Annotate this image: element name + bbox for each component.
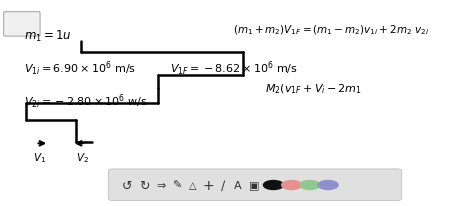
Text: ↻: ↻ xyxy=(139,179,150,192)
Circle shape xyxy=(300,181,320,190)
Text: $V_1$: $V_1$ xyxy=(33,150,46,164)
Text: ∕: ∕ xyxy=(221,179,226,192)
Text: △: △ xyxy=(189,180,196,190)
Text: $V_{1F}=-8.62\times10^6$ m/s: $V_{1F}=-8.62\times10^6$ m/s xyxy=(170,59,298,78)
Text: $V_2$: $V_2$ xyxy=(76,150,89,164)
Text: ▣: ▣ xyxy=(249,180,259,190)
FancyBboxPatch shape xyxy=(108,169,402,201)
Text: ↺: ↺ xyxy=(121,179,132,192)
Text: ⇒: ⇒ xyxy=(156,180,165,190)
Text: $V_{1i}= 6.90\times10^6$ m/s: $V_{1i}= 6.90\times10^6$ m/s xyxy=(24,59,136,78)
Circle shape xyxy=(264,181,283,190)
Circle shape xyxy=(318,181,338,190)
Text: $(m_1+m_2)V_{1F}=(m_1-m_2)v_{1i}+2m_2\ v_{2i}$: $(m_1+m_2)V_{1F}=(m_1-m_2)v_{1i}+2m_2\ v… xyxy=(233,23,429,37)
Text: $V_{2i}=-2.80\times10^6$ w/s: $V_{2i}=-2.80\times10^6$ w/s xyxy=(24,92,148,110)
Text: $m_1 = 1u$: $m_1 = 1u$ xyxy=(24,28,72,43)
FancyBboxPatch shape xyxy=(4,13,40,37)
Text: ✎: ✎ xyxy=(172,180,181,190)
Circle shape xyxy=(282,181,301,190)
Text: $M_2(v_{1F}+V_i-2m_1$: $M_2(v_{1F}+V_i-2m_1$ xyxy=(265,82,362,96)
Text: A: A xyxy=(234,180,242,190)
Text: +: + xyxy=(202,178,214,192)
